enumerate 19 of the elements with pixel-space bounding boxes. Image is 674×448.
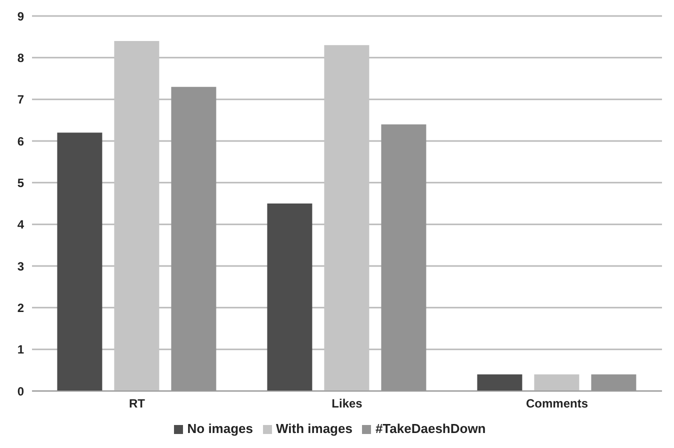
x-tick-label: Comments (526, 396, 588, 411)
y-tick-label: 6 (17, 134, 24, 148)
bar (267, 204, 312, 391)
legend-label: #TakeDaeshDown (375, 421, 486, 436)
x-tick-label: Likes (332, 396, 363, 411)
legend-label: With images (276, 421, 352, 436)
y-tick-label: 7 (17, 92, 24, 107)
y-tick-label: 4 (17, 218, 24, 232)
y-tick-label: 2 (17, 300, 24, 315)
y-tick-label: 8 (17, 50, 24, 65)
legend-label: No images (187, 421, 253, 436)
y-tick-label: 0 (17, 384, 24, 398)
bar (57, 132, 102, 391)
y-tick-label: 1 (17, 342, 24, 357)
y-tick-label: 3 (17, 259, 24, 274)
y-tick-label: 5 (17, 176, 24, 190)
y-tick-label: 9 (17, 9, 24, 24)
x-tick-label: RT (129, 396, 146, 411)
bar (477, 374, 522, 391)
